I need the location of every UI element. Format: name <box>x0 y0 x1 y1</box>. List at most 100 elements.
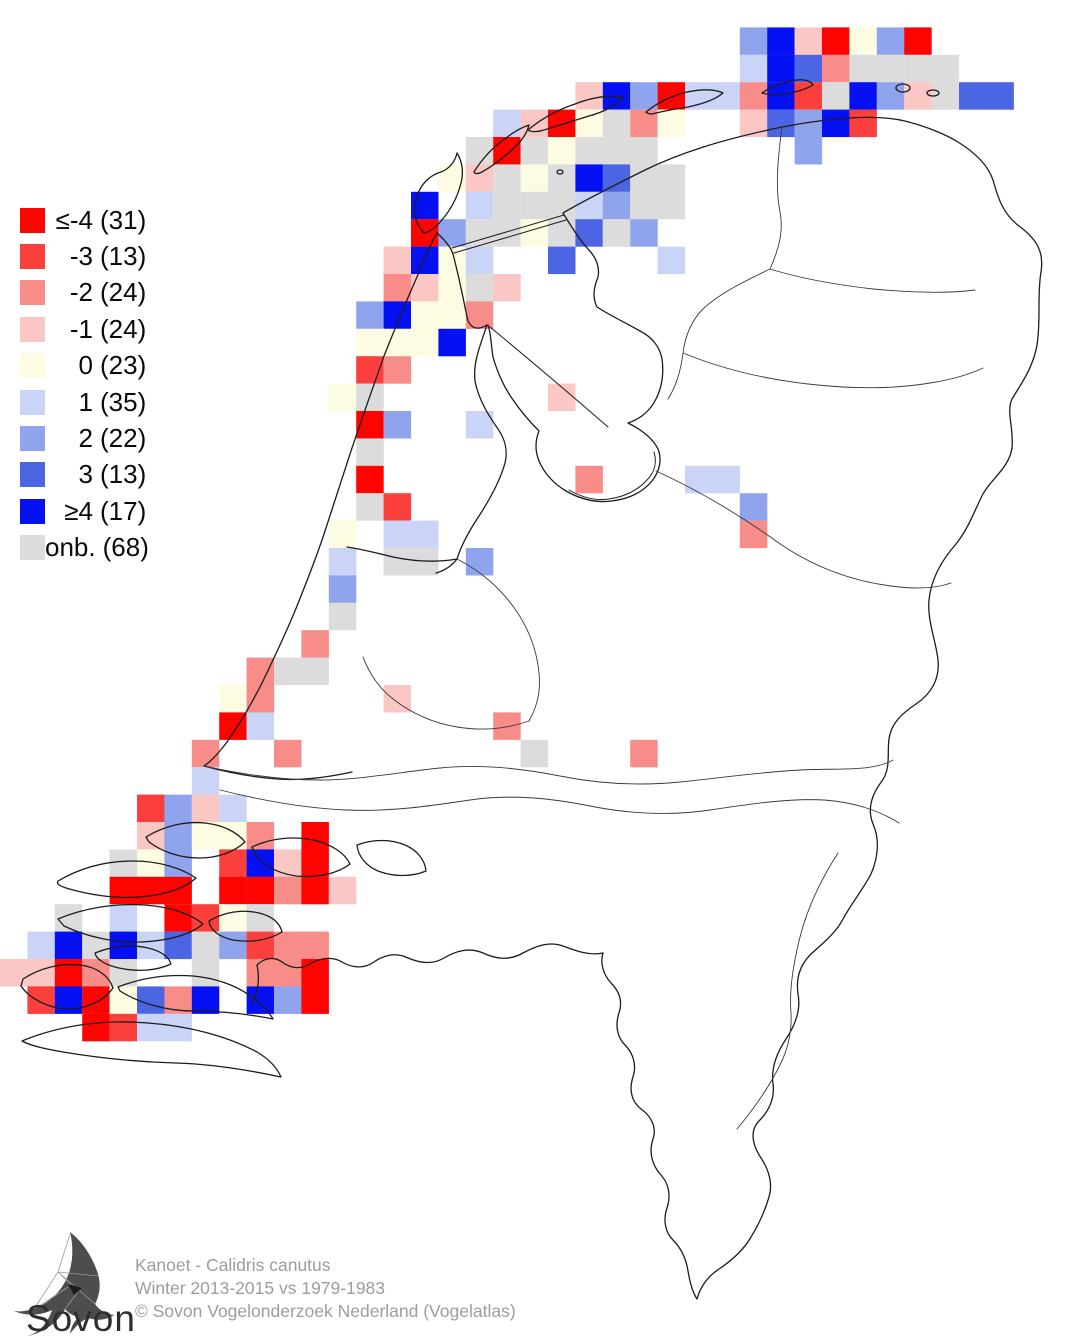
grid-cell <box>219 849 247 877</box>
grid-cell <box>383 274 412 302</box>
grid-cell <box>383 411 412 439</box>
legend-item: -2 (24) <box>20 275 149 311</box>
grid-cell <box>54 986 83 1014</box>
grid-cell <box>356 465 384 494</box>
island-texel <box>413 152 464 234</box>
island-ameland <box>645 89 724 115</box>
legend-item: -1 (24) <box>20 311 149 347</box>
grid-cell <box>137 986 165 1014</box>
grid-cell <box>411 274 439 302</box>
grid-cell <box>630 191 658 220</box>
grid-cell <box>438 301 466 329</box>
grid-cell <box>27 986 55 1014</box>
border-drenthe-overijssel <box>682 352 984 389</box>
grid-cell <box>109 931 138 960</box>
map-credits: Kanoet - Calidris canutus Winter 2013-20… <box>135 1254 516 1323</box>
grid-cell <box>219 876 247 905</box>
legend-swatch-m4 <box>20 207 45 233</box>
legend-swatch-p4 <box>20 498 45 524</box>
grid-cell <box>520 739 549 768</box>
island-schouwen <box>57 903 204 943</box>
grid-cell <box>548 191 576 220</box>
legend-label: 3 (13) <box>78 459 147 490</box>
grid-cell <box>328 602 357 631</box>
grid-cell <box>411 246 439 275</box>
grid-cell <box>219 685 247 713</box>
grid-cell <box>630 739 658 768</box>
grid-cell <box>630 82 658 110</box>
grid-cell <box>274 849 302 877</box>
legend-label: -1 (24) <box>69 313 147 344</box>
grid-cell <box>739 109 768 138</box>
grid-cell <box>493 274 521 302</box>
grid-cell <box>849 54 877 83</box>
legend-item: 2 (22) <box>20 420 149 456</box>
grid-cell <box>493 712 521 740</box>
grid-cell <box>191 931 220 960</box>
grid-cell <box>794 82 823 110</box>
grid-cell <box>383 328 412 357</box>
logo-wordmark: Sovon <box>26 1298 136 1339</box>
legend-label: 0 (23) <box>78 350 147 381</box>
sovon-logo <box>14 1232 114 1336</box>
grid-cell <box>575 109 603 138</box>
grid-cell <box>959 82 987 110</box>
grid-cell <box>849 109 877 138</box>
island-tholen <box>208 910 283 942</box>
grid-cell <box>383 548 412 576</box>
grid-cell <box>739 493 768 521</box>
border-utrecht-south <box>362 656 530 730</box>
ijsselmeer-east-shore <box>487 212 664 503</box>
grid-cell <box>301 959 329 987</box>
legend-label: ≤-4 (31) <box>55 204 147 235</box>
grid-cell <box>657 164 686 192</box>
ijsselmeer-west-shore <box>435 232 507 574</box>
border-utrecht-east <box>456 558 540 722</box>
grid-cell <box>301 876 329 905</box>
grid-cell <box>301 822 329 850</box>
grid-cell <box>602 164 631 192</box>
river-maas <box>219 789 900 824</box>
grid-cell <box>465 137 494 165</box>
grid-cell <box>109 986 138 1014</box>
grid-cell <box>356 438 384 466</box>
grid-cell <box>274 739 302 768</box>
grid-cell <box>876 54 905 83</box>
grid-cell <box>794 27 823 55</box>
footer: Sovon Kanoet - Calidris canutus Winter 2… <box>0 1232 1074 1340</box>
grid-cell <box>548 164 576 192</box>
grid-cell <box>904 54 932 83</box>
legend-swatch-m1 <box>20 316 45 342</box>
houtribdijk <box>489 326 609 428</box>
zeeuws-vlaanderen <box>21 1021 282 1078</box>
grid-cell <box>246 822 275 850</box>
grid-cell <box>411 301 439 329</box>
grid-cell <box>246 986 275 1014</box>
border-friesland-groningen <box>769 126 783 270</box>
grid-cell <box>493 164 521 192</box>
afsluitdijk <box>451 214 567 254</box>
grid-cell <box>109 1013 138 1042</box>
legend-label: onb. (68) <box>45 532 149 563</box>
grid-cell <box>411 520 439 549</box>
grid-cell <box>383 246 412 275</box>
grid-cell <box>191 986 220 1014</box>
grid-cell <box>630 164 658 192</box>
legend-swatch-m3 <box>20 244 45 270</box>
island-schiermonnikoog <box>761 79 814 96</box>
border-overijssel-gelderland <box>655 470 952 589</box>
grid-cell <box>657 82 686 110</box>
grid-cell <box>109 904 138 932</box>
grid-cell <box>602 137 631 165</box>
province-borders <box>203 126 984 1130</box>
grid-cell <box>548 246 576 275</box>
grid-cell <box>109 876 138 905</box>
species-title: Kanoet - Calidris canutus <box>135 1255 331 1275</box>
grid-cell <box>465 274 494 302</box>
grid-cell <box>849 82 877 110</box>
border-brabant-limburg <box>736 852 839 1130</box>
grid-cell <box>794 54 823 83</box>
grid-cell <box>219 712 247 740</box>
grid-cell <box>986 82 1014 110</box>
